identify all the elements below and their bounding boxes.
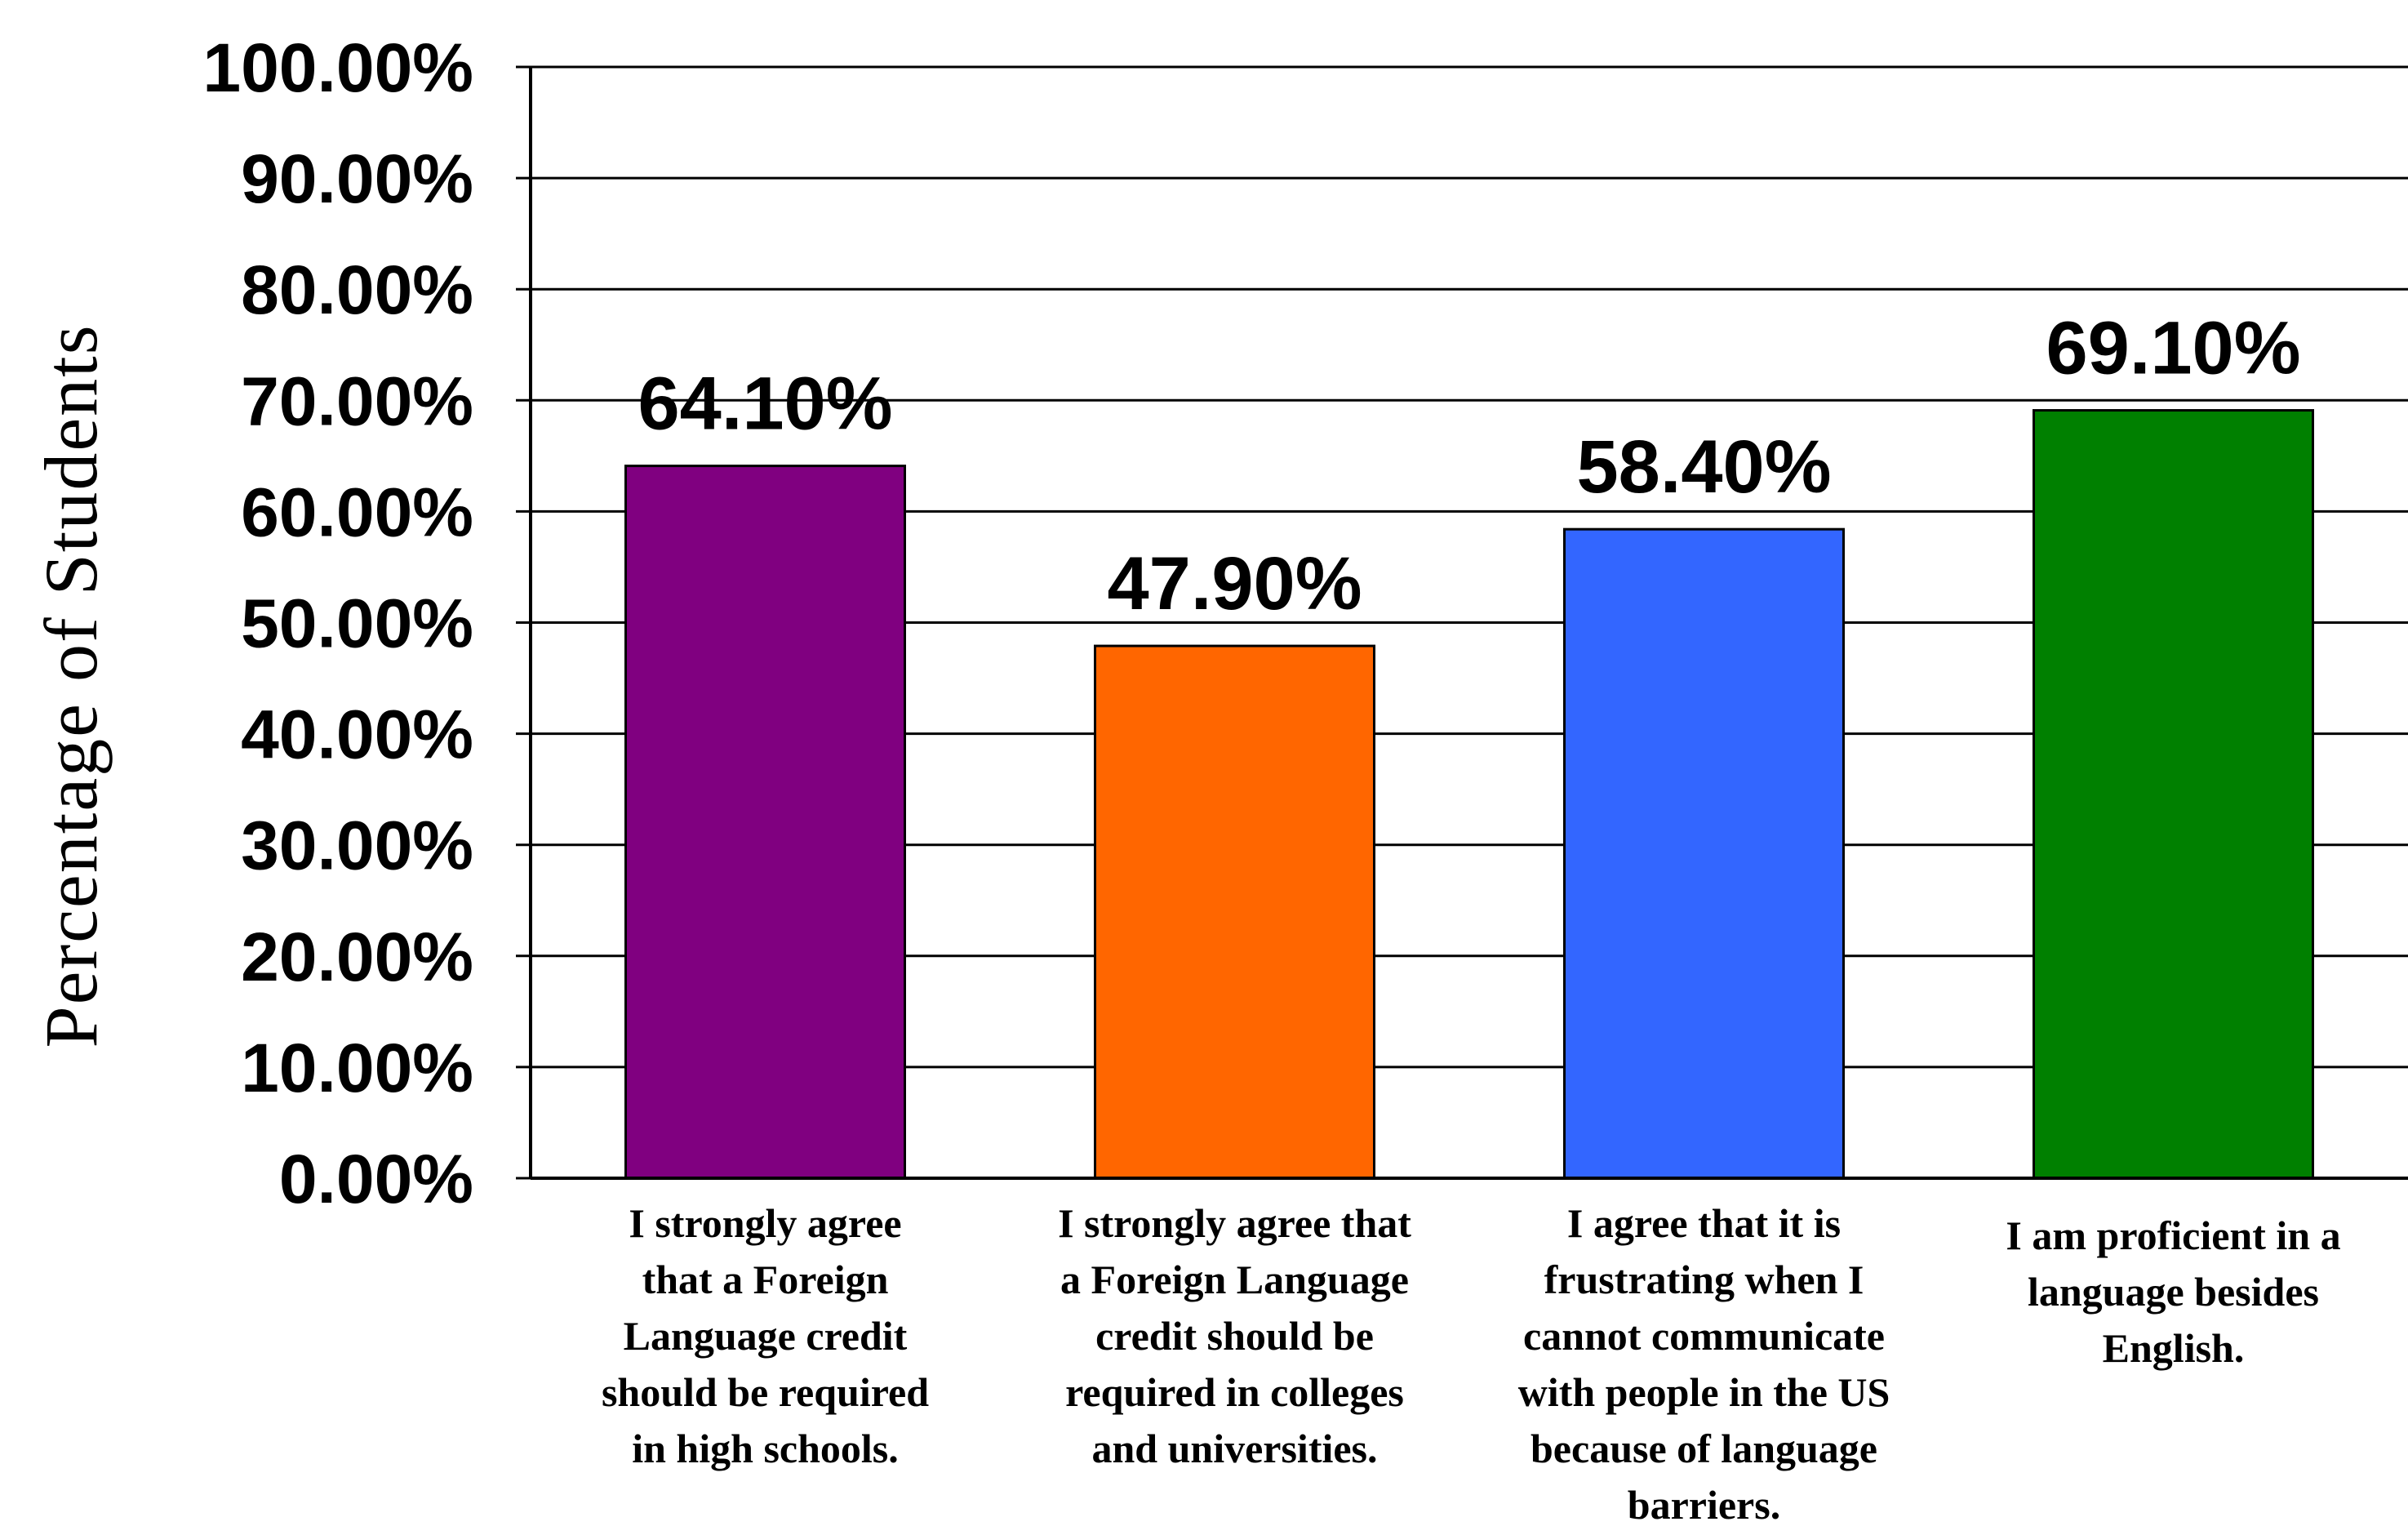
y-tick-label: 60.00%	[241, 474, 473, 550]
x-category-label: I strongly agree that	[1058, 1200, 1411, 1246]
data-label: 69.10%	[2046, 307, 2300, 390]
x-category-label: English.	[2103, 1325, 2245, 1371]
x-category-label: credit should be	[1095, 1313, 1374, 1359]
x-axis-labels: I strongly agree that a Foreign Language c…	[602, 1200, 2341, 1528]
y-tick-label: 10.00%	[241, 1030, 473, 1106]
x-category-label: I agree that it is	[1567, 1200, 1841, 1246]
x-category-label: required in colleges	[1065, 1369, 1404, 1415]
data-label: 58.40%	[1576, 425, 1831, 509]
x-category-label: barriers.	[1628, 1482, 1780, 1528]
x-category-label: should be required	[602, 1369, 929, 1415]
bar	[2033, 409, 2314, 1180]
x-category-label: that a Foreign	[642, 1257, 889, 1302]
x-category-label: and universities.	[1091, 1426, 1377, 1471]
y-tick-label: 100.00%	[202, 29, 473, 106]
bars	[624, 409, 2314, 1180]
y-tick-label: 20.00%	[241, 919, 473, 995]
data-labels: 64.10% 47.90% 58.40% 69.10%	[638, 307, 2300, 626]
y-tick-label: 80.00%	[241, 251, 473, 328]
data-label: 64.10%	[638, 363, 892, 446]
x-category-label: I am proficient in a	[2006, 1212, 2340, 1258]
x-category-label: frustrating when I	[1544, 1257, 1864, 1302]
x-category-label: cannot communicate	[1523, 1313, 1885, 1359]
axes	[529, 67, 2408, 1180]
y-tick-label: 50.00%	[241, 585, 473, 662]
y-tick-label: 40.00%	[241, 696, 473, 773]
y-axis-title: Percentage of Students	[29, 323, 113, 1048]
x-category-label: language besides	[2028, 1269, 2319, 1315]
x-category-label: a Foreign Language	[1060, 1257, 1409, 1302]
data-label: 47.90%	[1107, 542, 1362, 625]
y-tick-label: 0.00%	[279, 1141, 473, 1217]
y-tick-label: 70.00%	[241, 363, 473, 439]
y-tick-label: 30.00%	[241, 808, 473, 884]
y-axis-ticks: 0.00% 10.00% 20.00% 30.00% 40.00% 50.00% 60.00…	[202, 29, 531, 1217]
y-tick-label: 90.00%	[241, 140, 473, 217]
x-category-label: because of language	[1531, 1426, 1877, 1471]
x-category-label: I strongly agree	[629, 1200, 901, 1246]
x-category-label: Language credit	[624, 1313, 908, 1359]
bar	[624, 465, 906, 1180]
x-category-label: in high schools.	[632, 1426, 899, 1471]
bar	[1094, 644, 1375, 1180]
bar	[1563, 527, 1845, 1180]
x-category-label: with people in the US	[1518, 1369, 1890, 1415]
